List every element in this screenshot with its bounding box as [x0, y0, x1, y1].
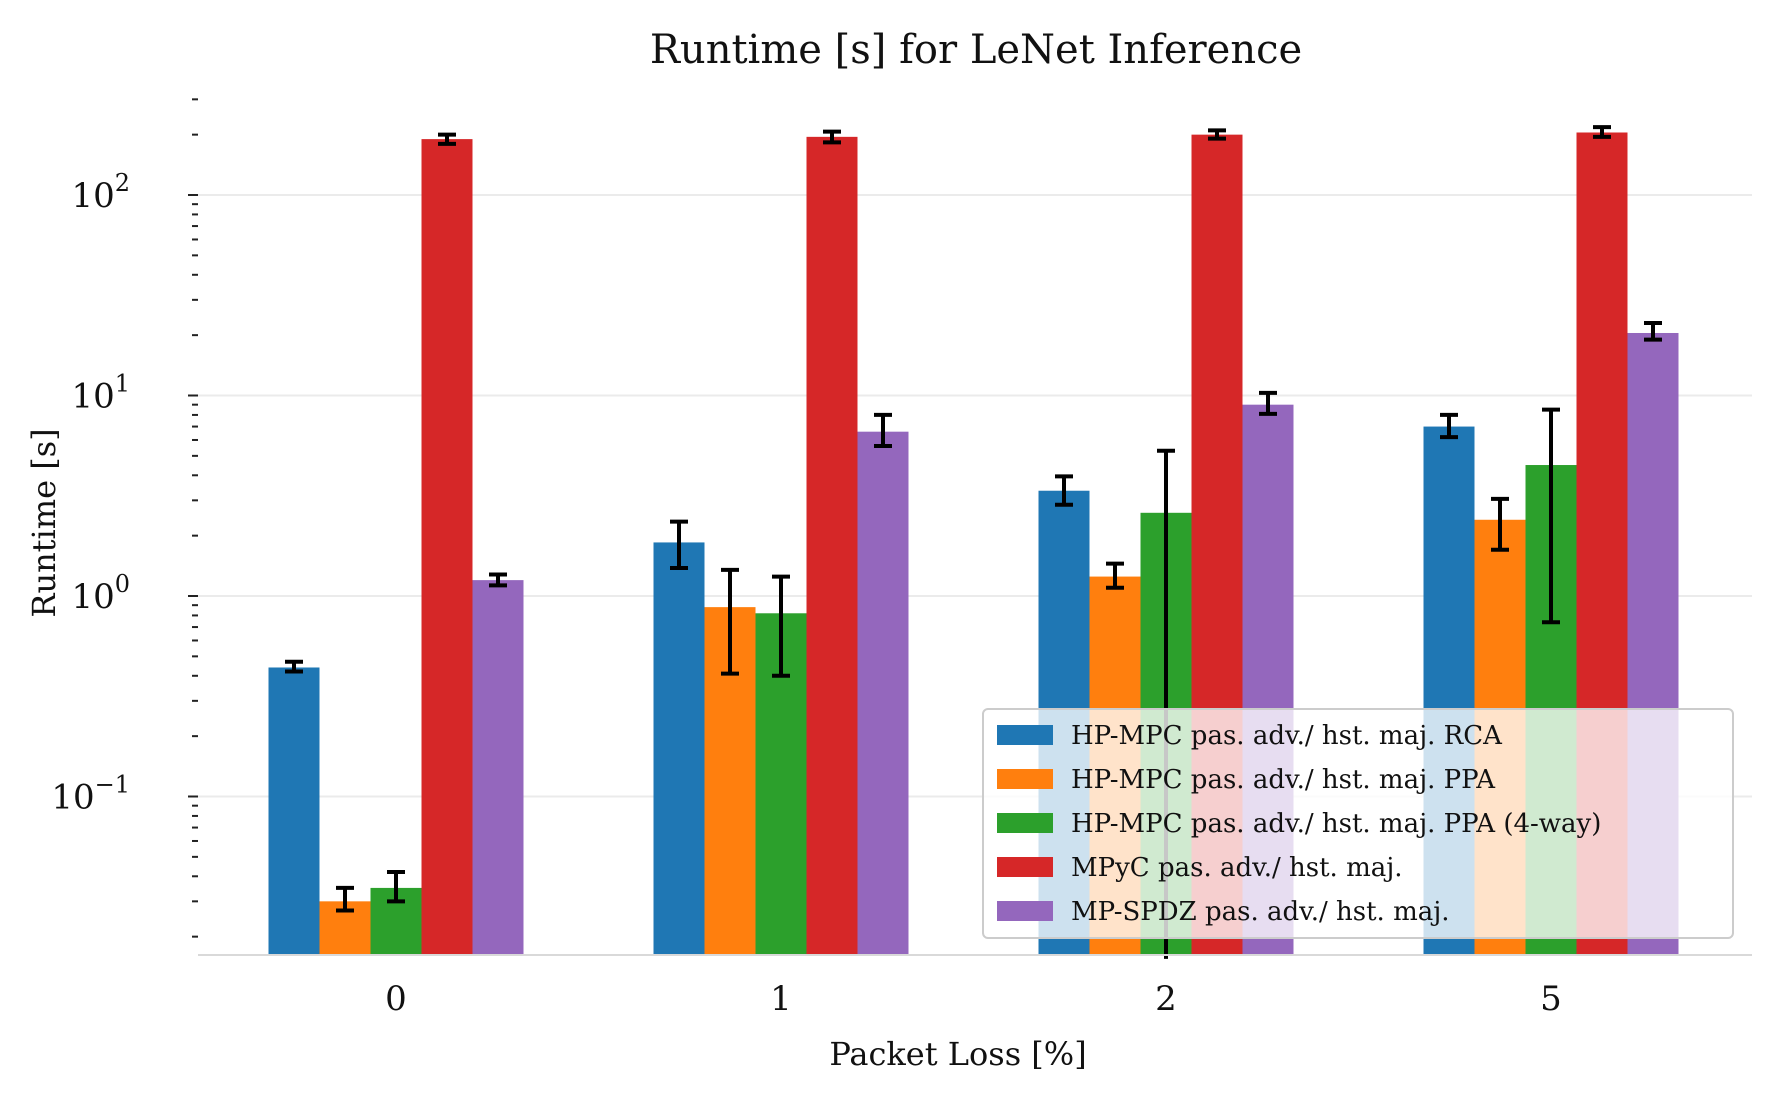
y-tick-label: 101: [71, 370, 130, 417]
legend-label: MPyC pas. adv./ hst. maj.: [1071, 853, 1403, 883]
legend-swatch: [997, 769, 1053, 789]
bar: [806, 136, 858, 956]
x-tick-label: 2: [1155, 979, 1177, 1019]
x-tick-label: 0: [385, 979, 407, 1019]
chart-title: Runtime [s] for LeNet Inference: [650, 27, 1302, 73]
legend-swatch: [997, 901, 1053, 921]
legend-box: [982, 708, 1734, 939]
legend-label: MP-SPDZ pas. adv./ hst. maj.: [1071, 897, 1450, 927]
bar: [653, 542, 705, 955]
legend-swatch: [997, 725, 1053, 745]
y-axis-label: Runtime [s]: [25, 428, 63, 617]
x-tick-label: 5: [1540, 979, 1562, 1019]
legend-label: HP-MPC pas. adv./ hst. maj. RCA: [1071, 721, 1503, 751]
bar: [421, 139, 473, 955]
x-axis-label: Packet Loss [%]: [829, 1035, 1086, 1073]
legend-label: HP-MPC pas. adv./ hst. maj. PPA (4-way): [1071, 809, 1601, 839]
x-ticks: 0 1 2 5: [385, 979, 1562, 1019]
bar: [472, 580, 524, 955]
y-tick-label: 100: [71, 570, 130, 617]
y-ticks: 10−1 100 101 102: [51, 98, 198, 938]
legend-label: HP-MPC pas. adv./ hst. maj. PPA: [1071, 765, 1496, 795]
y-tick-label: 10−1: [51, 771, 130, 818]
legend-swatch: [997, 813, 1053, 833]
bar: [857, 431, 909, 956]
bar: [268, 667, 320, 955]
y-tick-label: 102: [71, 169, 130, 216]
legend-swatch: [997, 857, 1053, 877]
x-tick-label: 1: [770, 979, 792, 1019]
legend: HP-MPC pas. adv./ hst. maj. RCA HP-MPC pa…: [982, 708, 1734, 939]
